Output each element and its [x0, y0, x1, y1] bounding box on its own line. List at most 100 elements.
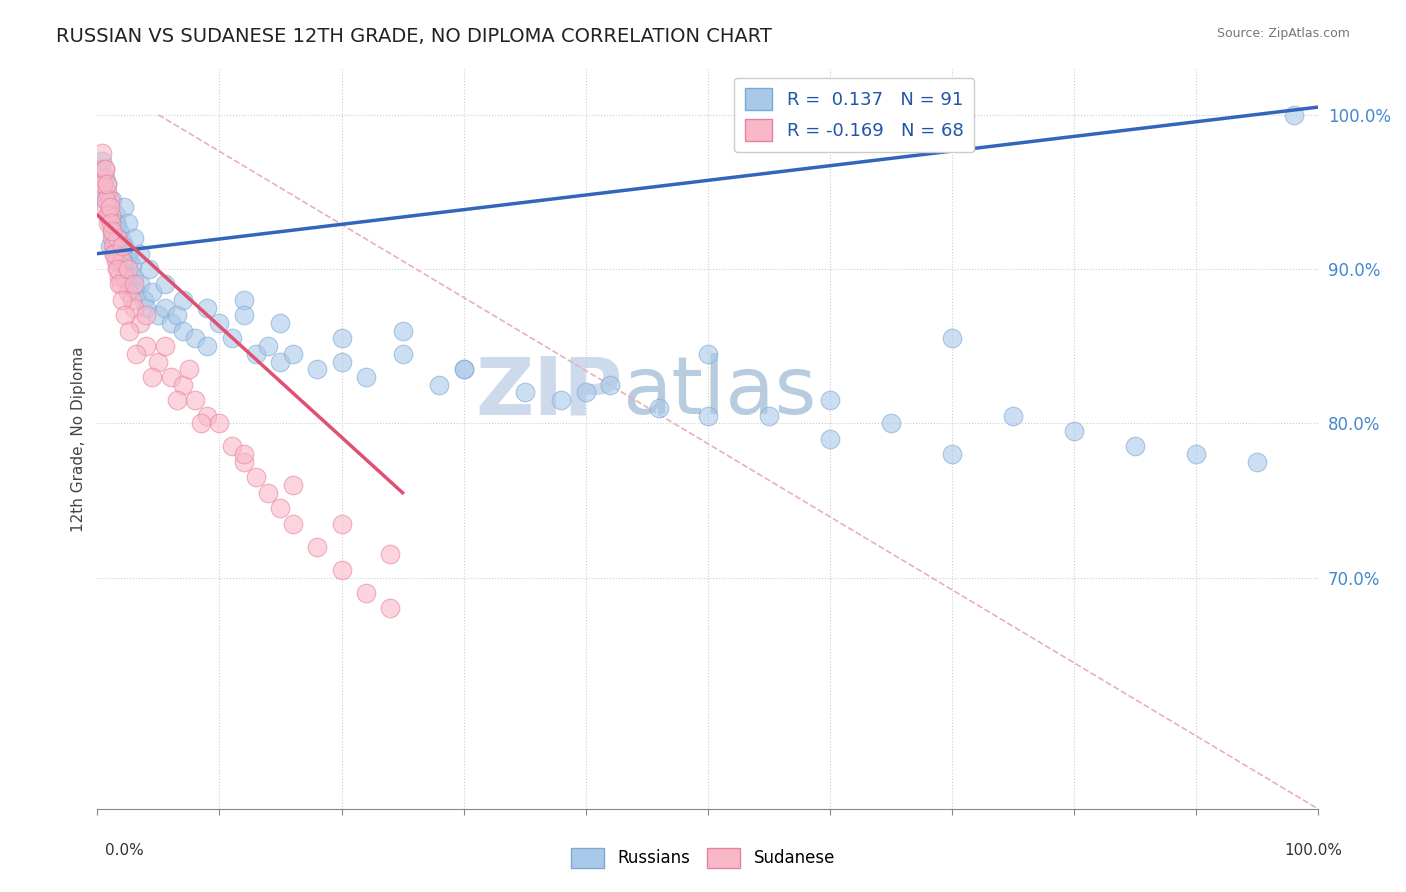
- Point: [129, 277, 152, 292]
- Point: [330, 516, 353, 531]
- Point: [330, 563, 353, 577]
- Point: [93, 161, 115, 176]
- Point: [245, 470, 267, 484]
- Point: [195, 409, 218, 423]
- Point: [112, 200, 135, 214]
- Point: [122, 269, 145, 284]
- Point: [269, 501, 291, 516]
- Point: [153, 277, 176, 292]
- Point: [818, 393, 841, 408]
- Point: [90, 161, 112, 176]
- Point: [281, 516, 304, 531]
- Point: [166, 309, 188, 323]
- Point: [880, 417, 903, 431]
- Point: [101, 223, 124, 237]
- Point: [281, 478, 304, 492]
- Point: [98, 200, 121, 214]
- Point: [307, 362, 329, 376]
- Point: [93, 185, 115, 199]
- Point: [91, 146, 114, 161]
- Point: [354, 586, 377, 600]
- Point: [232, 447, 254, 461]
- Point: [257, 485, 280, 500]
- Point: [599, 377, 621, 392]
- Point: [94, 200, 117, 214]
- Point: [105, 262, 128, 277]
- Text: RUSSIAN VS SUDANESE 12TH GRADE, NO DIPLOMA CORRELATION CHART: RUSSIAN VS SUDANESE 12TH GRADE, NO DIPLO…: [56, 27, 772, 45]
- Point: [120, 277, 142, 292]
- Point: [122, 231, 145, 245]
- Point: [118, 324, 141, 338]
- Point: [94, 193, 117, 207]
- Point: [148, 309, 170, 323]
- Point: [93, 178, 115, 192]
- Text: atlas: atlas: [623, 353, 817, 432]
- Point: [166, 393, 188, 408]
- Point: [427, 377, 450, 392]
- Point: [245, 347, 267, 361]
- Point: [101, 231, 124, 245]
- Point: [121, 293, 143, 307]
- Point: [453, 362, 475, 376]
- Point: [100, 216, 122, 230]
- Point: [1246, 455, 1268, 469]
- Point: [117, 285, 139, 300]
- Point: [107, 244, 129, 258]
- Point: [153, 301, 176, 315]
- Point: [110, 254, 132, 268]
- Point: [159, 316, 181, 330]
- Point: [103, 246, 125, 260]
- Point: [1282, 108, 1305, 122]
- Point: [354, 370, 377, 384]
- Text: ZIP: ZIP: [475, 353, 623, 432]
- Point: [172, 377, 194, 392]
- Text: 0.0%: 0.0%: [105, 843, 145, 858]
- Point: [103, 239, 125, 253]
- Point: [269, 354, 291, 368]
- Point: [184, 393, 207, 408]
- Point: [122, 277, 145, 292]
- Point: [104, 254, 127, 268]
- Point: [108, 223, 131, 237]
- Point: [112, 269, 135, 284]
- Point: [96, 178, 118, 192]
- Point: [391, 324, 413, 338]
- Point: [696, 347, 718, 361]
- Point: [90, 169, 112, 184]
- Point: [93, 169, 115, 184]
- Point: [232, 293, 254, 307]
- Point: [269, 316, 291, 330]
- Point: [221, 440, 243, 454]
- Point: [307, 540, 329, 554]
- Point: [208, 417, 231, 431]
- Point: [103, 231, 125, 245]
- Point: [117, 246, 139, 260]
- Point: [550, 393, 572, 408]
- Point: [257, 339, 280, 353]
- Point: [111, 254, 134, 268]
- Point: [648, 401, 671, 415]
- Point: [110, 277, 132, 292]
- Point: [818, 432, 841, 446]
- Point: [184, 331, 207, 345]
- Point: [221, 331, 243, 345]
- Y-axis label: 12th Grade, No Diploma: 12th Grade, No Diploma: [72, 346, 86, 532]
- Point: [575, 385, 598, 400]
- Point: [138, 262, 160, 277]
- Point: [115, 269, 138, 284]
- Point: [380, 548, 402, 562]
- Point: [129, 316, 152, 330]
- Point: [1123, 440, 1146, 454]
- Point: [108, 277, 131, 292]
- Point: [118, 254, 141, 268]
- Point: [1063, 424, 1085, 438]
- Point: [380, 601, 402, 615]
- Point: [135, 309, 157, 323]
- Point: [96, 185, 118, 199]
- Point: [330, 331, 353, 345]
- Point: [111, 293, 134, 307]
- Point: [190, 417, 212, 431]
- Point: [121, 259, 143, 273]
- Point: [513, 385, 536, 400]
- Point: [101, 193, 124, 207]
